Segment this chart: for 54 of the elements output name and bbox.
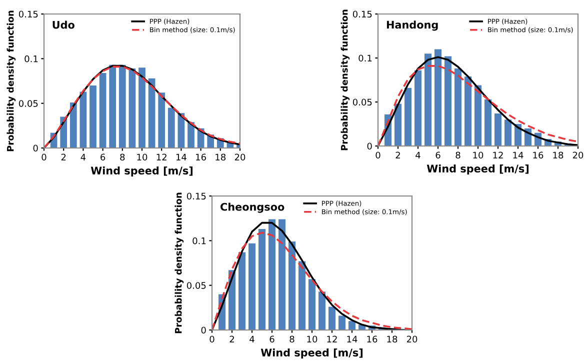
x-tick-label: 10 [307, 336, 318, 343]
x-tick-label: 16 [367, 336, 378, 343]
x-axis-title: Wind speed [m/s] [260, 348, 363, 359]
x-tick-label: 16 [196, 154, 206, 161]
y-tick-label: 0.05 [186, 282, 206, 289]
x-tick-label: 12 [327, 336, 337, 342]
x-axis-title: Wind speed [m/s] [426, 164, 529, 175]
x-tick-label: 0 [210, 336, 214, 343]
x-tick-label: 2 [230, 336, 234, 342]
y-tick-label: 0 [33, 144, 38, 152]
x-tick-label: 20 [234, 154, 246, 161]
x-axis-title: Wind speed [m/s] [90, 166, 193, 177]
text: Udo [52, 20, 74, 29]
y-axis-title: Probability density function [174, 192, 184, 334]
y-tick-label: 0.1 [358, 54, 372, 62]
x-tick-label: 20 [406, 336, 418, 343]
x-tick-label: 16 [533, 152, 544, 159]
x-tick-label: 10 [137, 154, 148, 161]
x-tick-label: 8 [120, 154, 125, 161]
x-tick-label: 4 [80, 154, 86, 160]
y-axis-title: Probability density function [340, 10, 350, 150]
y-tick-label: 0.15 [186, 192, 206, 200]
y-tick-label: 0.15 [352, 10, 372, 18]
y-tick-label: 0.1 [192, 237, 206, 244]
x-tick-label: 12 [156, 154, 166, 160]
x-tick-label: 8 [456, 152, 460, 159]
x-tick-label: 2 [61, 154, 66, 160]
x-tick-label: 18 [387, 336, 398, 343]
y-tick-label: 0.05 [18, 100, 38, 107]
y-tick-label: 0.05 [352, 98, 372, 106]
y-tick-label: 0.1 [24, 55, 38, 62]
x-tick-label: 14 [176, 154, 186, 160]
x-tick-label: 2 [396, 152, 400, 158]
y-tick-label: 0.15 [18, 10, 38, 18]
x-tick-label: 6 [436, 152, 440, 159]
text: Handong [386, 20, 438, 31]
x-tick-label: 8 [290, 336, 294, 343]
x-tick-label: 14 [513, 152, 524, 158]
text: Cheongsoo [220, 202, 284, 213]
x-tick-label: 4 [416, 152, 420, 158]
x-tick-label: 0 [376, 152, 380, 159]
y-tick-label: 0 [367, 142, 372, 150]
x-tick-label: 4 [250, 336, 254, 342]
x-tick-label: 12 [493, 152, 503, 158]
x-tick-label: 18 [553, 152, 564, 159]
x-tick-label: 6 [270, 336, 274, 343]
x-tick-label: 14 [347, 336, 358, 342]
x-tick-label: 10 [473, 152, 484, 159]
x-tick-label: 18 [216, 154, 226, 161]
x-tick-label: 0 [42, 154, 46, 161]
y-tick-label: 0 [201, 326, 206, 334]
y-axis-title: Probability density function [6, 10, 16, 152]
x-tick-label: 20 [572, 152, 584, 159]
x-tick-label: 6 [100, 154, 106, 161]
